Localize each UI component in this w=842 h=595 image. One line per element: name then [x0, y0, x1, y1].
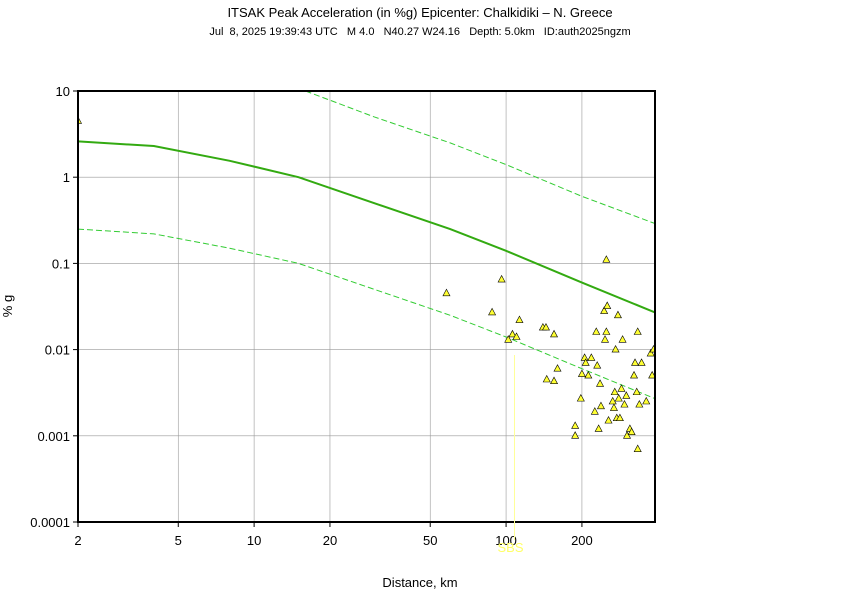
station-marker	[442, 288, 451, 297]
station-marker	[617, 384, 626, 392]
station-marker	[512, 332, 521, 340]
station-marker	[608, 396, 617, 405]
y-tick-label: 0.1	[52, 256, 70, 271]
annotation: SBS	[497, 540, 523, 555]
station-marker	[504, 335, 513, 343]
station-marker	[590, 407, 599, 415]
station-marker	[631, 358, 640, 366]
x-tick-label: 5	[175, 533, 182, 548]
station-marker	[571, 431, 580, 439]
station-marker	[614, 393, 623, 402]
station-marker	[648, 370, 655, 379]
y-tick-label: 0.0001	[30, 515, 70, 530]
chart-title: ITSAK Peak Acceleration (in %g) Epicente…	[227, 5, 612, 20]
chart-subtitle: Jul 8, 2025 19:39:43 UTC M 4.0 N40.27 W2…	[209, 26, 630, 38]
station-marker	[550, 329, 559, 338]
station-marker	[627, 427, 636, 436]
station-marker	[633, 444, 642, 452]
station-marker	[632, 387, 641, 396]
curve	[305, 91, 655, 225]
x-tick-label: 50	[423, 533, 437, 548]
station-marker	[623, 431, 632, 439]
y-tick-label: 0.01	[45, 343, 70, 358]
station-marker	[600, 306, 609, 314]
station-marker	[602, 255, 611, 263]
y-axis-label: % g	[0, 295, 15, 317]
station-marker	[587, 353, 596, 361]
y-tick-label: 0.001	[37, 429, 70, 444]
x-tick-label: 100	[495, 533, 517, 548]
x-axis-label: Distance, km	[382, 575, 457, 590]
station-marker	[592, 327, 601, 335]
station-marker	[541, 322, 550, 331]
station-marker	[646, 348, 655, 357]
plot-area	[78, 91, 655, 452]
station-marker	[581, 358, 590, 366]
x-tick-label: 200	[571, 533, 593, 548]
station-marker	[633, 327, 642, 335]
station-marker	[553, 364, 562, 372]
station-marker	[618, 335, 627, 343]
station-marker	[542, 374, 551, 383]
station-marker	[604, 415, 613, 424]
station-marker	[596, 401, 605, 410]
x-tick-label: 20	[323, 533, 337, 548]
station-marker	[497, 274, 506, 283]
curve	[78, 228, 655, 400]
station-marker	[515, 315, 524, 323]
plot-frame	[77, 90, 656, 523]
station-marker	[620, 399, 629, 408]
y-tick-label: 10	[56, 84, 70, 99]
station-marker	[649, 344, 655, 353]
station-marker	[637, 358, 646, 366]
station-marker	[603, 301, 612, 309]
station-marker	[611, 344, 620, 353]
station-marker	[577, 369, 586, 377]
station-marker	[610, 387, 619, 396]
station-marker	[550, 376, 559, 384]
station-marker	[594, 424, 603, 432]
x-tick-label: 2	[74, 533, 81, 548]
station-marker	[584, 370, 593, 379]
station-marker	[601, 335, 610, 343]
y-tick-label: 1	[63, 170, 70, 185]
station-marker	[642, 396, 651, 405]
station-marker	[613, 310, 622, 319]
station-marker	[488, 307, 497, 316]
station-marker	[576, 393, 585, 402]
station-marker	[602, 327, 611, 335]
grid	[77, 90, 655, 523]
station-marker	[609, 403, 618, 411]
station-marker	[571, 421, 580, 429]
station-marker	[630, 370, 639, 379]
station-marker	[593, 361, 602, 369]
curve	[78, 140, 655, 314]
station-marker	[635, 399, 644, 408]
station-marker	[508, 329, 517, 338]
station-marker	[596, 379, 605, 387]
station-marker	[615, 413, 624, 422]
x-tick-label: 10	[247, 533, 261, 548]
station-marker	[622, 391, 631, 399]
